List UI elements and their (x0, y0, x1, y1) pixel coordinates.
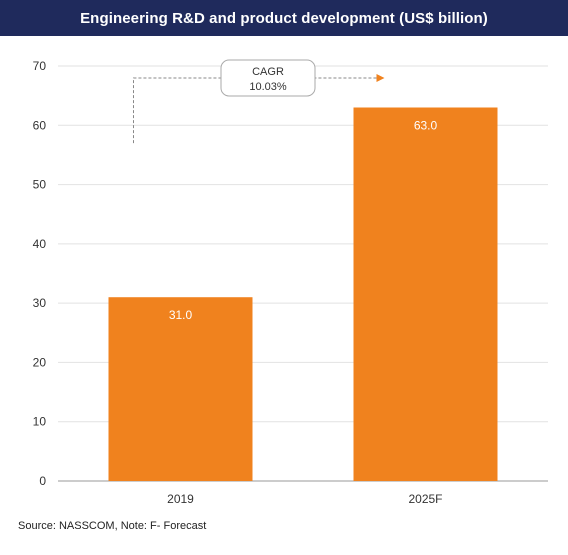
y-tick-label: 30 (33, 296, 47, 310)
y-tick-label: 10 (33, 415, 47, 429)
cagr-box (220, 59, 316, 97)
source-note: Source: NASSCOM, Note: F- Forecast (18, 520, 207, 532)
cagr-label: CAGR (252, 66, 284, 78)
y-tick-label: 60 (33, 118, 47, 132)
y-tick-label: 40 (33, 237, 47, 251)
bar (353, 107, 498, 481)
y-tick-label: 20 (33, 355, 47, 369)
x-tick-label: 2019 (167, 492, 194, 506)
chart-title: Engineering R&D and product development … (80, 9, 488, 27)
cagr-bracket (133, 77, 379, 144)
x-tick-label: 2025F (408, 492, 442, 506)
bar (108, 297, 253, 481)
y-tick-label: 70 (33, 59, 47, 73)
bar-chart: 0 10 20 30 40 50 60 70 31.0 2019 63.0 2025F CAGR 10.0… (33, 59, 548, 506)
y-tick-label: 0 (39, 474, 46, 488)
bar-value-label: 31.0 (169, 308, 193, 322)
cagr-arrow-icon (376, 74, 385, 82)
y-tick-label: 50 (33, 178, 47, 192)
cagr-value: 10.03% (249, 81, 287, 93)
bar-value-label: 63.0 (414, 119, 438, 133)
chart-title-bar: Engineering R&D and product development … (0, 0, 568, 36)
